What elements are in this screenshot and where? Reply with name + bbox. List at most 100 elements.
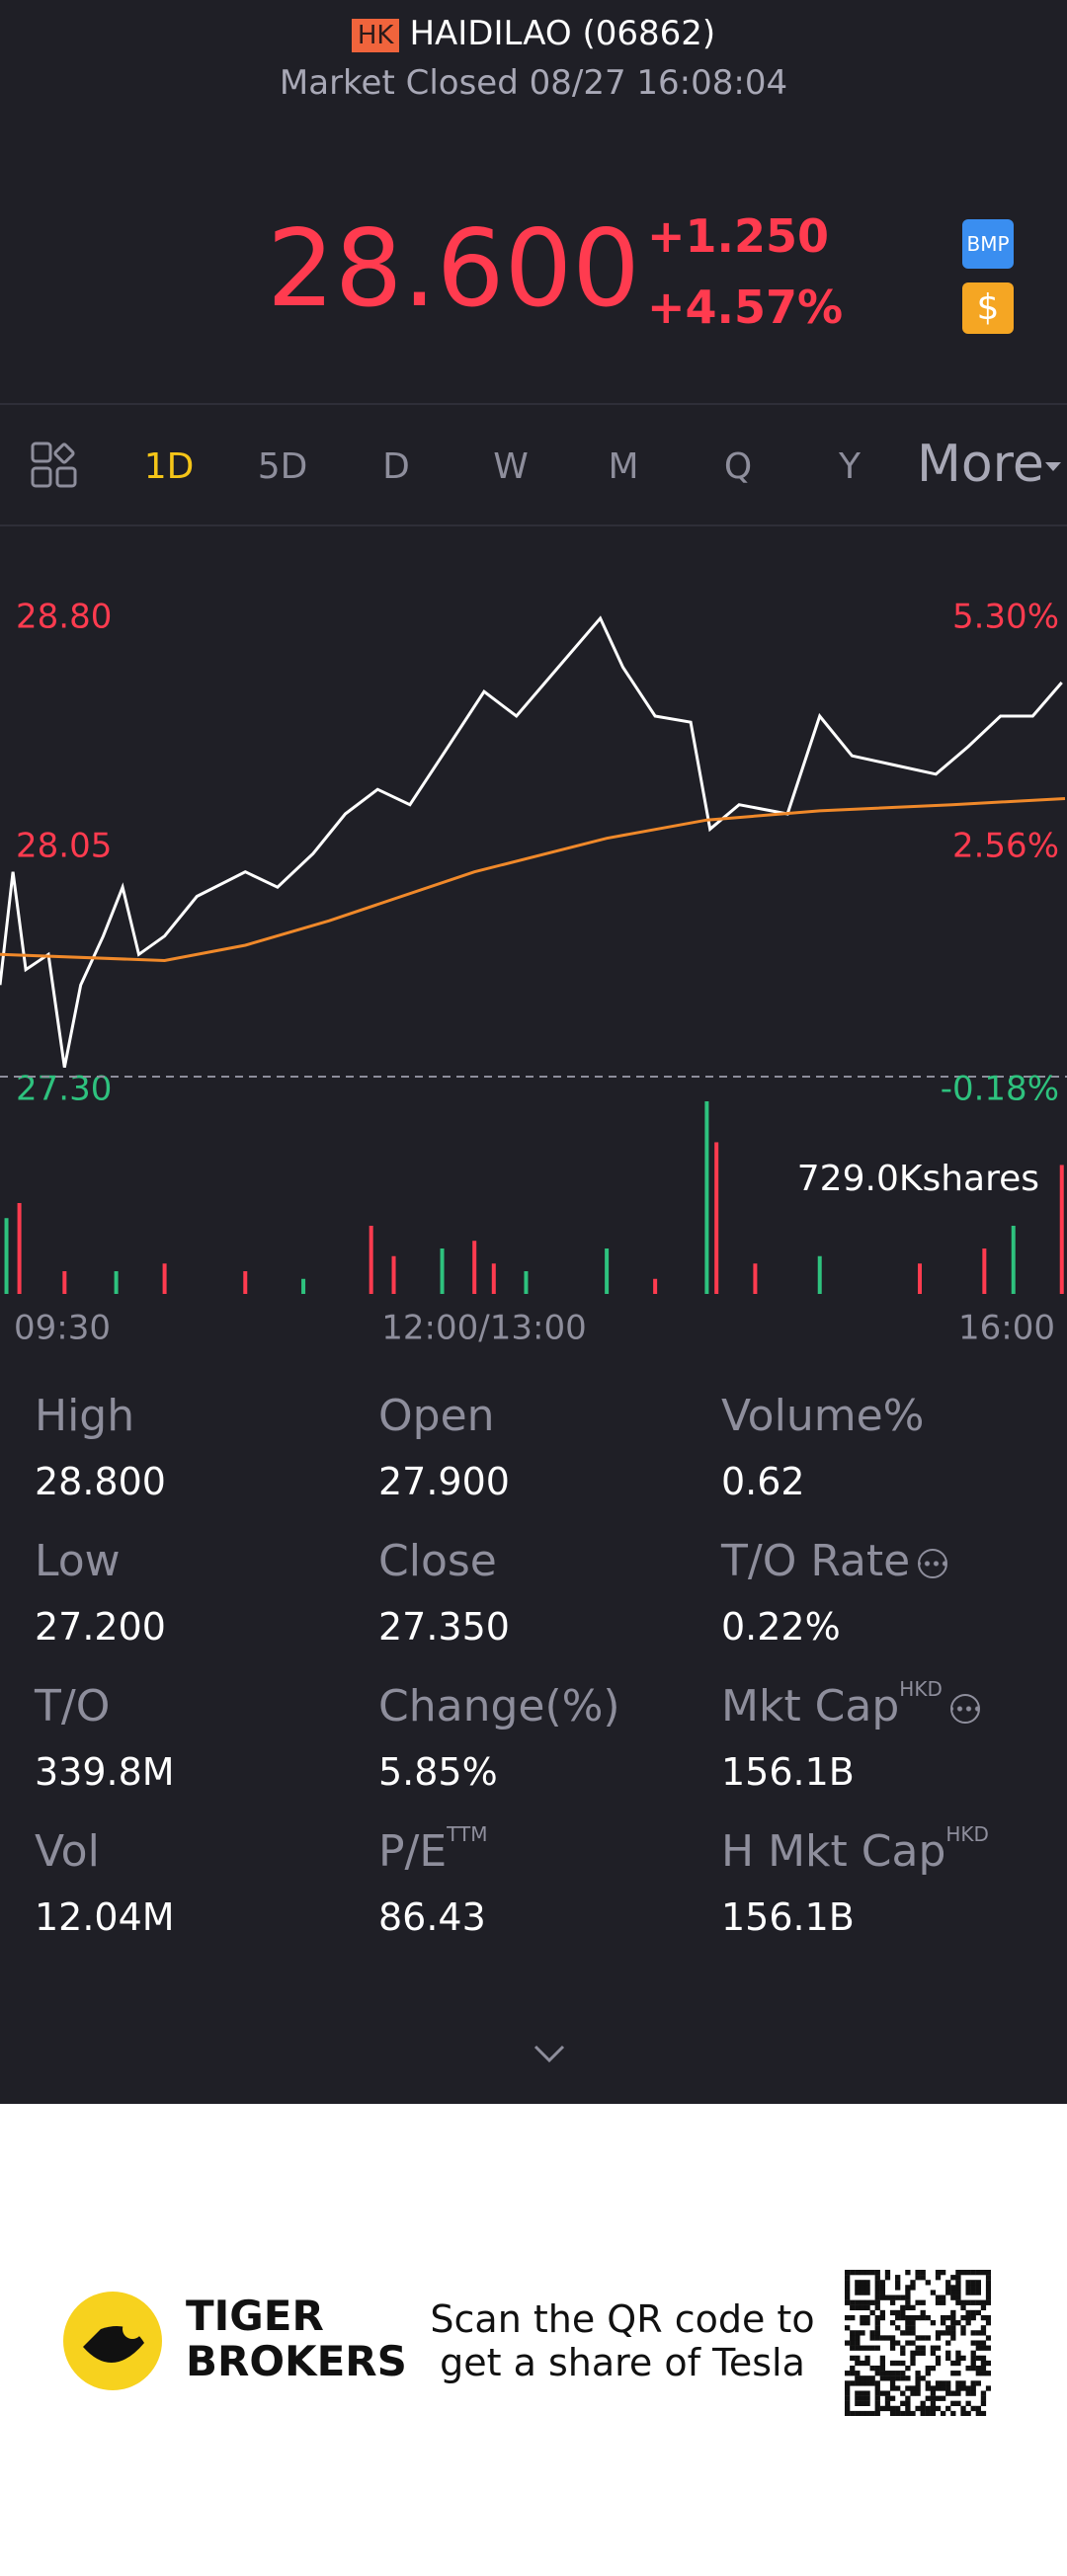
info-icon[interactable]	[918, 1549, 948, 1578]
qr-cell	[850, 2299, 856, 2305]
qr-cell	[915, 2270, 921, 2276]
qr-cell	[945, 2330, 951, 2336]
timeframe-tab[interactable]: M	[608, 446, 639, 487]
timeframe-tab[interactable]: D	[382, 446, 410, 487]
info-icon[interactable]	[949, 1694, 980, 1724]
qr-cell	[905, 2330, 911, 2336]
qr-cell	[965, 2280, 971, 2286]
qr-cell	[965, 2400, 971, 2406]
qr-cell	[855, 2280, 861, 2286]
qr-cell	[975, 2380, 981, 2386]
timeframe-tab[interactable]: Y	[839, 446, 861, 487]
qr-cell	[935, 2345, 942, 2351]
qr-cell	[985, 2290, 991, 2295]
qr-cell	[879, 2365, 886, 2372]
timeframe-tab[interactable]: W	[493, 446, 529, 487]
qr-cell	[980, 2304, 987, 2311]
qr-cell	[860, 2390, 865, 2396]
qr-cell	[845, 2280, 851, 2286]
qr-cell	[970, 2340, 976, 2346]
qr-cell	[905, 2320, 911, 2326]
qr-cell	[930, 2350, 937, 2356]
qr-cell	[975, 2285, 981, 2291]
qr-cell	[985, 2285, 991, 2291]
qr-cell	[845, 2275, 851, 2281]
qr-cell	[855, 2400, 861, 2406]
qr-cell	[910, 2320, 916, 2326]
timeframe-tab[interactable]: 1D	[143, 446, 195, 487]
qr-cell	[985, 2280, 991, 2286]
qr-cell	[905, 2400, 911, 2406]
qr-cell	[895, 2371, 901, 2376]
qr-cell	[845, 2285, 851, 2291]
qr-cell	[910, 2285, 916, 2291]
qr-cell	[950, 2330, 956, 2336]
qr-cell	[884, 2405, 891, 2412]
qr-cell	[895, 2325, 901, 2331]
qr-cell	[980, 2365, 987, 2372]
qr-cell	[860, 2304, 865, 2311]
qr-cell	[845, 2314, 851, 2321]
timeframe-tab[interactable]: More	[917, 435, 1044, 494]
qr-cell	[965, 2320, 971, 2326]
qr-cell	[925, 2280, 931, 2286]
qr-cell	[845, 2395, 851, 2401]
qr-cell	[874, 2410, 880, 2416]
qr-cell	[925, 2365, 931, 2372]
qr-cell	[940, 2294, 946, 2300]
qr-cell	[915, 2314, 921, 2321]
qr-cell	[980, 2345, 987, 2351]
qr-cell	[915, 2345, 921, 2351]
currency-icon[interactable]: $	[962, 282, 1014, 334]
qr-cell	[850, 2314, 856, 2321]
qr-cell	[920, 2375, 926, 2381]
qr-cell	[945, 2290, 951, 2295]
qr-cell	[960, 2330, 966, 2336]
qr-cell	[980, 2330, 987, 2336]
qr-cell	[855, 2371, 861, 2376]
qr-cell	[945, 2285, 951, 2291]
qr-cell	[950, 2410, 956, 2416]
qr-cell	[915, 2299, 921, 2305]
qr-cell	[950, 2294, 956, 2300]
qr-cell	[845, 2270, 851, 2276]
qr-cell	[945, 2314, 951, 2321]
qr-cell	[900, 2375, 906, 2381]
layout-icon[interactable]	[30, 441, 79, 490]
qr-cell	[864, 2395, 870, 2401]
qr-cell	[915, 2390, 921, 2396]
qr-cell	[915, 2380, 921, 2386]
stat-unit: TTM	[447, 1822, 488, 1846]
qr-cell	[874, 2335, 880, 2341]
stat-label: Volume%	[721, 1391, 924, 1441]
qr-cell	[950, 2335, 956, 2341]
market-badge: HK	[351, 18, 400, 52]
qr-cell	[940, 2385, 946, 2391]
qr-cell	[985, 2371, 991, 2376]
qr-cell	[955, 2280, 961, 2286]
qr-cell	[950, 2320, 956, 2326]
qr-cell	[884, 2270, 891, 2276]
timeframe-tab[interactable]: 5D	[257, 446, 308, 487]
qr-cell	[869, 2345, 875, 2351]
qr-cell	[920, 2350, 926, 2356]
qr-cell	[980, 2410, 987, 2416]
qr-cell	[970, 2365, 976, 2372]
qr-cell	[889, 2309, 896, 2316]
qr-cell	[955, 2285, 961, 2291]
dropdown[interactable]	[1045, 462, 1061, 472]
qr-cell	[935, 2355, 942, 2362]
expand-chevron[interactable]	[532, 2043, 567, 2066]
qr-cell	[950, 2290, 956, 2295]
stat-value: 27.350	[378, 1605, 510, 1649]
qr-cell	[975, 2270, 981, 2276]
qr-cell	[965, 2299, 971, 2305]
qr-cell	[960, 2405, 966, 2412]
qr-cell	[955, 2350, 961, 2356]
qr-cell	[884, 2335, 891, 2341]
price-line	[0, 615, 1063, 1068]
qr-cell	[860, 2410, 865, 2416]
timeframe-tab[interactable]: Q	[723, 446, 753, 487]
bmp-icon[interactable]: BMP	[962, 219, 1014, 269]
stat-value: 0.62	[721, 1460, 805, 1503]
